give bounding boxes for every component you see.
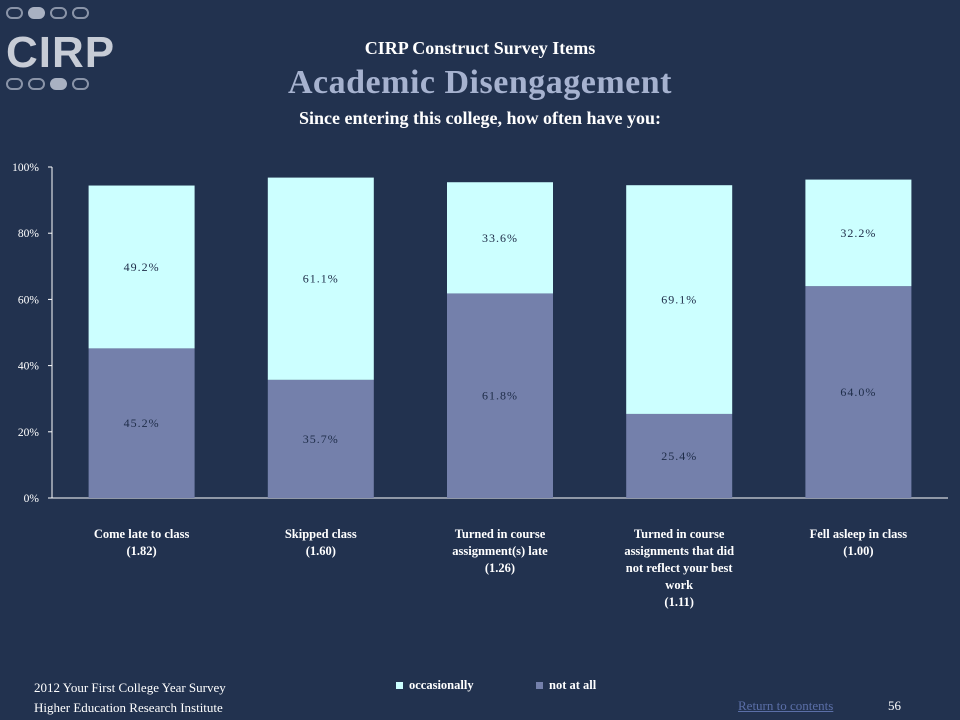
x-tick-label-line: Skipped class [284,527,357,541]
x-tick-label-line: work [665,578,694,592]
x-tick-label: Turned in course assignment(s) late (1.26) [420,526,580,577]
legend-item-occasionally: occasionally [396,678,474,693]
y-tick-label: 20% [18,427,40,439]
x-tick-label-line: Turned in course [633,527,725,541]
footer-institute-name: Higher Education Research Institute [34,700,223,715]
x-tick-label-line: not reflect your best [625,561,733,575]
x-tick-label: Skipped class (1.60) [241,526,401,560]
logo-text: CIRP [6,28,116,77]
slide-title: Academic Disengagement [288,64,672,101]
x-tick-label: Fell asleep in class (1.00) [778,526,938,560]
bar-occasionally [626,185,733,414]
y-tick-label: 60% [18,294,40,306]
x-tick-label-line: assignment(s) late [452,544,548,558]
x-tick-label-line: Turned in course [454,527,546,541]
y-tick-label: 0% [24,493,40,505]
stacked-bar-chart: 0% 20% 40% 60% 80% 100% 45.2% 49.2% 35.7% 61.1% 61… [12,162,948,505]
bar-occasionally [805,179,912,287]
data-label-occasionally: 33.6% [482,231,518,245]
return-to-contents-link[interactable]: Return to contents [738,698,834,713]
bar-occasionally [447,182,553,294]
x-tick-label-line: Fell asleep in class [809,527,908,541]
legend-swatch-not-at-all [536,682,543,689]
x-tick-label: Turned in course assignments that did not … [599,526,759,611]
legend-swatch-occasionally [396,682,403,689]
data-label-occasionally: 61.1% [303,272,339,286]
x-tick-label-line: Come late to class [93,527,190,541]
legend-label-occasionally: occasionally [409,678,474,692]
x-tick-label-line: (1.60) [305,544,336,558]
data-label-not-at-all: 64.0% [840,385,876,399]
y-tick-label: 80% [18,228,40,240]
data-label-not-at-all: 61.8% [482,389,518,403]
x-tick-label-line: (1.82) [126,544,157,558]
data-label-not-at-all: 35.7% [303,432,339,446]
bar-not-at-all [88,348,195,498]
y-tick-label: 100% [12,162,39,174]
data-label-not-at-all: 45.2% [124,416,160,430]
page-number: 56 [888,698,901,713]
footer-survey-name: 2012 Your First College Year Survey [34,680,226,695]
bar-occasionally [267,177,374,380]
bar-not-at-all [805,286,912,498]
slide-pretitle: CIRP Construct Survey Items [364,38,596,58]
x-tick-label: Come late to class (1.82) [62,526,222,560]
bar-occasionally [88,185,195,349]
y-tick-label: 40% [18,361,40,373]
bar-not-at-all [267,379,374,498]
data-label-occasionally: 32.2% [840,226,876,240]
slide-subtitle: Since entering this college, how often h… [299,108,661,128]
legend-label-not-at-all: not at all [549,678,597,692]
data-label-occasionally: 49.2% [124,260,160,274]
legend-item-not-at-all: not at all [536,678,596,693]
bar-not-at-all [626,413,733,498]
data-label-not-at-all: 25.4% [661,449,697,463]
bar-not-at-all [447,293,553,498]
x-tick-label-line: assignments that did [624,544,735,558]
x-tick-label-line: (1.26) [484,561,516,575]
x-tick-label-line: (1.11) [664,595,694,609]
footer-source: 2012 Your First College Year Survey High… [34,678,226,718]
x-tick-label-line: (1.00) [843,544,874,558]
cirp-logo: CIRP [4,4,114,96]
data-label-occasionally: 69.1% [661,293,697,307]
